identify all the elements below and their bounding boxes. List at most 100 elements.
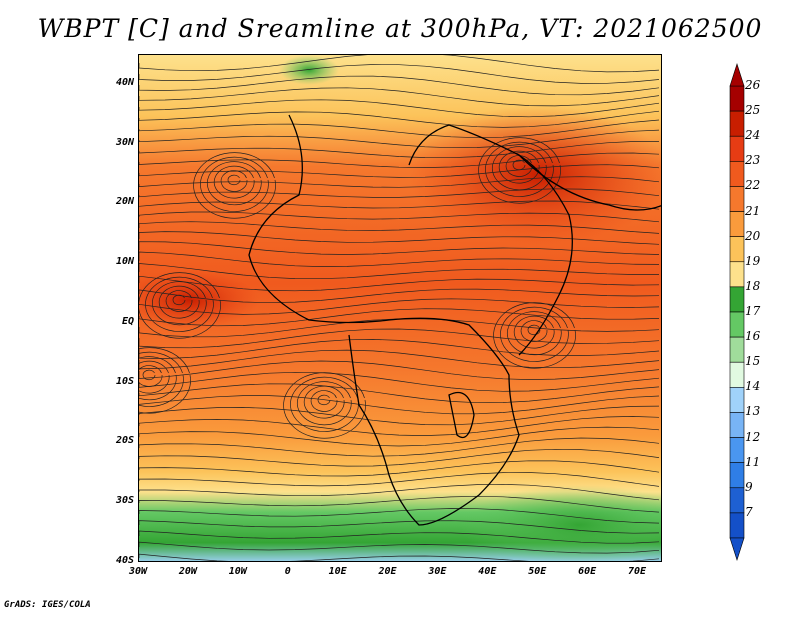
streamline [139, 328, 660, 349]
colorbar-swatch [729, 462, 745, 489]
streamline [139, 520, 660, 534]
lat-tick-label: 40N [115, 76, 134, 88]
lat-tick-label: 20S [115, 435, 134, 447]
colorbar-swatch [729, 311, 745, 338]
map-canvas [139, 55, 661, 561]
streamline-map[interactable] [138, 54, 662, 562]
hot-region-atlantic [139, 270, 259, 330]
streamline [139, 64, 660, 84]
streamline [493, 302, 576, 369]
streamline [139, 365, 163, 387]
streamline [139, 99, 660, 118]
streamline [296, 381, 352, 426]
colorbar-swatch [729, 211, 745, 237]
streamline [151, 281, 207, 326]
streamline [283, 372, 366, 439]
lat-tick-label: EQ [121, 315, 134, 327]
streamline [478, 137, 561, 204]
streamline [139, 141, 660, 159]
streamline [142, 369, 156, 381]
colorbar-swatch [729, 236, 745, 263]
streamline [139, 383, 660, 404]
colorbar-swatch [729, 412, 745, 438]
colorbar-swatch [729, 336, 745, 363]
colorbar-label: 11 [745, 454, 761, 469]
lat-tick-label: 40S [115, 555, 134, 566]
streamline [139, 251, 660, 267]
colorbar-label: 15 [745, 354, 761, 369]
streamline [527, 324, 541, 336]
hot-region-arabia [409, 105, 661, 245]
streamline [513, 315, 555, 349]
cool-region-south [459, 485, 661, 561]
streamline [139, 75, 660, 96]
colorbar-swatch [729, 110, 745, 137]
map-title: WBPT [C] and Sreamline at 300hPa, VT: 20… [37, 14, 763, 43]
streamline [139, 272, 221, 339]
streamline [303, 385, 345, 419]
streamline [139, 426, 660, 447]
streamlines [139, 55, 660, 561]
streamline [139, 371, 660, 392]
streamline [145, 276, 214, 332]
streamline [139, 530, 660, 544]
colorbar-label: 12 [745, 429, 761, 444]
colorbar-label: 17 [745, 304, 761, 318]
colorbar-label: 18 [745, 278, 761, 293]
lat-tick-label: 10N [115, 256, 134, 268]
streamline [139, 483, 660, 501]
streamline [139, 119, 660, 139]
streamline [506, 311, 562, 356]
streamline [158, 285, 200, 319]
streamline [139, 152, 660, 168]
colorbar-label: 23 [745, 153, 761, 168]
streamline [139, 129, 660, 149]
streamline [139, 360, 660, 380]
lon-tick-label: 20W [178, 566, 197, 577]
streamline [139, 288, 660, 304]
streamline [139, 416, 660, 436]
coastlines [248, 114, 661, 526]
streamline [200, 156, 269, 212]
streamline [290, 376, 359, 432]
lon-tick-label: 20E [378, 566, 397, 577]
colorbar-min-arrow [729, 537, 745, 561]
streamline [139, 541, 660, 554]
streamline [193, 152, 276, 219]
streamline [139, 495, 660, 513]
lat-tick-label: 20N [115, 196, 134, 208]
streamline [139, 508, 660, 524]
streamline [512, 159, 526, 171]
streamline [505, 155, 533, 177]
colorbar-label: 20 [745, 228, 761, 243]
streamline [139, 472, 660, 487]
streamline [520, 320, 548, 342]
colorbar-label: 19 [745, 253, 761, 268]
streamline [317, 394, 331, 406]
colorbar-label: 13 [745, 404, 761, 419]
streamline [172, 294, 186, 306]
streamline [485, 141, 554, 197]
streamline [310, 390, 338, 412]
colorbar-swatch [729, 361, 745, 388]
lat-tick-label: 30N [115, 136, 134, 148]
lon-tick-label: 10W [228, 566, 247, 577]
streamline [220, 170, 248, 192]
colorbar-swatch [729, 387, 745, 413]
streamline [139, 437, 660, 457]
streamline [139, 188, 660, 198]
streamline [139, 275, 660, 292]
colorbar-swatch [729, 261, 745, 288]
streamline [139, 395, 660, 415]
colorbar-swatch [729, 487, 745, 514]
streamline [213, 165, 255, 199]
lon-tick-label: 30W [128, 566, 148, 577]
lon-tick-label: 0 [284, 566, 291, 577]
colorbar-label: 24 [745, 128, 761, 143]
streamline [139, 200, 660, 210]
streamline [139, 460, 660, 477]
lon-tick-label: 30E [428, 566, 447, 577]
colorbar-label: 14 [745, 379, 761, 394]
streamline [139, 221, 660, 234]
colorbar-swatch [729, 437, 745, 463]
